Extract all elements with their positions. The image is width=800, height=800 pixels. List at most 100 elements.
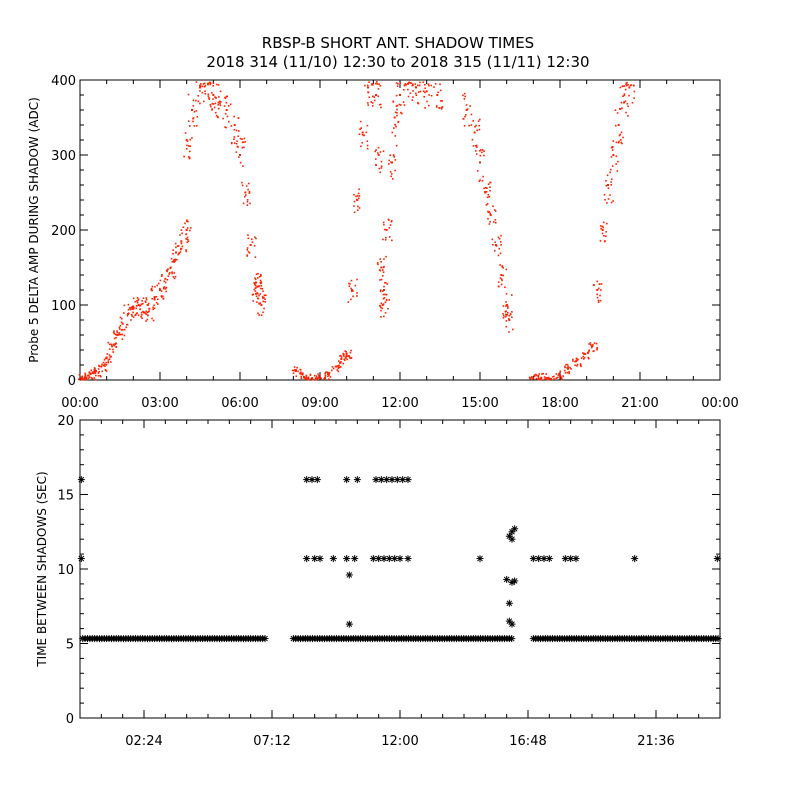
data-point (165, 269, 168, 272)
data-point (475, 124, 477, 127)
data-point (219, 104, 222, 107)
data-point (475, 144, 478, 147)
data-point (479, 150, 481, 152)
data-star (404, 476, 412, 484)
data-point (411, 84, 414, 87)
data-point (159, 287, 161, 290)
data-point (374, 150, 377, 153)
data-point (80, 376, 83, 379)
data-point (151, 285, 154, 288)
data-point (473, 131, 476, 134)
data-point (150, 289, 153, 291)
data-point (367, 104, 369, 106)
data-point (330, 369, 333, 372)
data-point (113, 337, 116, 340)
data-point (219, 90, 222, 93)
data-point (237, 117, 240, 119)
data-point (180, 229, 183, 231)
data-point (93, 377, 96, 379)
data-point (377, 154, 380, 156)
data-point (391, 239, 393, 242)
data-point (393, 116, 396, 119)
data-point (395, 105, 398, 107)
data-point (123, 304, 126, 307)
data-point (546, 377, 548, 379)
data-point (533, 374, 536, 377)
data-point (402, 89, 405, 91)
data-point (372, 95, 374, 98)
data-point (631, 101, 634, 104)
data-point (595, 342, 598, 345)
data-point (317, 377, 319, 379)
data-point (243, 137, 246, 140)
data-point (587, 356, 590, 359)
data-point (567, 365, 569, 368)
data-point (382, 150, 385, 153)
data-point (569, 366, 571, 369)
data-point (508, 319, 511, 321)
data-point (612, 200, 614, 202)
data-point (437, 91, 439, 94)
data-point (162, 297, 165, 300)
data-point (607, 198, 610, 200)
data-point (380, 278, 383, 281)
data-point (97, 368, 100, 370)
data-point (262, 297, 264, 300)
data-point (489, 186, 491, 189)
data-point (127, 312, 130, 315)
data-point (395, 82, 398, 84)
data-point (328, 374, 330, 377)
data-point (381, 269, 384, 271)
data-point (493, 221, 495, 223)
data-point (494, 249, 496, 252)
data-point (105, 370, 108, 372)
data-point (401, 112, 403, 115)
data-point (227, 120, 230, 123)
data-point (104, 357, 107, 360)
data-point (476, 146, 478, 148)
data-point (233, 138, 235, 141)
data-point (298, 372, 301, 375)
data-point (338, 360, 340, 362)
data-point (248, 251, 251, 254)
data-point (257, 272, 259, 275)
data-point (187, 238, 189, 241)
data-point (156, 298, 159, 301)
data-point (505, 305, 507, 307)
data-point (423, 95, 425, 98)
data-point (318, 376, 320, 379)
data-point (87, 374, 89, 377)
data-point (618, 140, 620, 143)
data-point (103, 359, 106, 361)
data-point (186, 140, 189, 142)
data-point (633, 97, 635, 99)
data-point (212, 103, 215, 105)
data-point (141, 317, 143, 319)
data-point (583, 353, 586, 355)
data-point (254, 256, 257, 258)
data-point (177, 253, 179, 256)
data-point (258, 302, 260, 305)
data-point (424, 87, 426, 90)
data-point (151, 317, 153, 320)
data-point (440, 100, 442, 102)
data-point (184, 132, 187, 134)
data-point (255, 292, 257, 295)
data-point (630, 84, 633, 86)
x-tick-label-top: 21:00 (621, 396, 658, 411)
data-point (252, 300, 254, 302)
data-point (257, 285, 260, 288)
data-star (369, 555, 377, 563)
data-point (153, 304, 155, 307)
data-point (120, 329, 123, 331)
data-point (157, 282, 160, 285)
data-point (97, 374, 100, 377)
data-point (576, 365, 578, 367)
data-point (558, 372, 560, 375)
data-point (617, 160, 619, 163)
data-point (502, 314, 505, 317)
data-point (470, 113, 473, 116)
data-point (245, 185, 248, 187)
x-tick-label-top: 12:00 (381, 396, 418, 411)
data-point (188, 156, 191, 159)
